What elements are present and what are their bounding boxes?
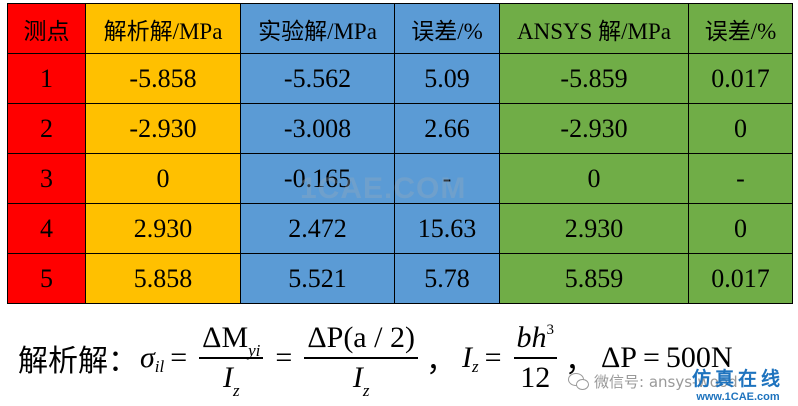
center-watermark: 1CAE.COM bbox=[300, 172, 467, 205]
fraction-load-denominator: I bbox=[352, 361, 363, 394]
fraction-load: ΔP(a / 2) Iz bbox=[304, 321, 418, 400]
cell-error-2: 0 bbox=[688, 103, 793, 154]
sigma-symbol: σ bbox=[140, 341, 155, 374]
fraction-load-denominator-sub: z bbox=[362, 381, 370, 400]
cell-point: 4 bbox=[7, 203, 86, 254]
cell-error-2: 0.017 bbox=[688, 53, 793, 104]
cell-error-2: - bbox=[688, 153, 793, 204]
cell-experimental: 2.472 bbox=[240, 203, 395, 254]
cell-point: 1 bbox=[7, 53, 86, 104]
brand-logo: 仿真在线 www.1CAE.com bbox=[692, 364, 784, 403]
cell-ansys: -2.930 bbox=[499, 103, 689, 154]
cell-error-2: 0.017 bbox=[688, 253, 793, 304]
cell-experimental: -3.008 bbox=[240, 103, 395, 154]
cell-ansys: -5.859 bbox=[499, 53, 689, 104]
cell-error-1: 2.66 bbox=[394, 103, 500, 154]
cell-point: 5 bbox=[7, 253, 86, 304]
cell-error-1: 5.78 bbox=[394, 253, 500, 304]
fraction-moment-numerator: ΔM bbox=[202, 320, 249, 354]
wechat-watermark: 微信号: ansys-wood bbox=[568, 371, 738, 392]
cell-error-1: - bbox=[394, 153, 500, 204]
cell-analytical: 5.858 bbox=[85, 253, 241, 304]
cell-error-1: 5.09 bbox=[394, 53, 500, 104]
header-cell-error-1: 误差/% bbox=[394, 3, 500, 54]
header-cell-error-2: 误差/% bbox=[688, 3, 793, 54]
brand-name-cn: 仿真在线 bbox=[691, 368, 784, 390]
cell-point: 3 bbox=[7, 153, 86, 204]
table-row: 3 0 -0.165 - 0 - bbox=[7, 153, 793, 204]
equals-sign: = bbox=[170, 341, 188, 374]
equals-sign: = bbox=[642, 341, 660, 374]
cell-analytical: -5.858 bbox=[85, 53, 241, 104]
table-header-row: 测点 解析解/MPa 实验解/MPa 误差/% ANSYS 解/MPa 误差/% bbox=[7, 3, 793, 54]
table-row: 1 -5.858 -5.562 5.09 -5.859 0.017 bbox=[7, 53, 793, 104]
brand-url: www.1CAE.com bbox=[696, 391, 780, 403]
cell-ansys: 5.859 bbox=[499, 253, 689, 304]
fraction-moment-denominator-sub: z bbox=[232, 381, 240, 400]
cell-analytical: 0 bbox=[85, 153, 241, 204]
table-row: 4 2.930 2.472 15.63 2.930 0 bbox=[7, 203, 793, 254]
load-value: 500N bbox=[665, 341, 733, 374]
formula-separator: ， bbox=[425, 345, 456, 378]
sigma-subscript: il bbox=[154, 357, 165, 376]
cell-ansys: 2.930 bbox=[499, 203, 689, 254]
fraction-inertia: bh3 12 bbox=[513, 320, 557, 396]
cell-experimental: -5.562 bbox=[240, 53, 395, 104]
table-row: 2 -2.930 -3.008 2.66 -2.930 0 bbox=[7, 103, 793, 154]
inertia-subscript: z bbox=[471, 357, 479, 376]
formula-separator: ， bbox=[565, 345, 595, 378]
header-cell-experimental: 实验解/MPa bbox=[240, 3, 395, 54]
fraction-moment: ΔMyi Iz bbox=[199, 320, 264, 400]
wechat-icon bbox=[568, 372, 590, 391]
fraction-moment-denominator: I bbox=[222, 361, 233, 394]
header-cell-ansys: ANSYS 解/MPa bbox=[499, 3, 689, 54]
cell-error-1: 15.63 bbox=[394, 203, 500, 254]
fraction-inertia-numerator: bh bbox=[516, 320, 547, 354]
equals-sign: = bbox=[275, 341, 293, 374]
equals-sign: = bbox=[484, 341, 502, 374]
cell-ansys: 0 bbox=[499, 153, 689, 204]
wechat-id-text: 微信号: ansys-wood bbox=[594, 373, 738, 391]
fraction-inertia-exponent: 3 bbox=[546, 321, 555, 338]
header-cell-analytical: 解析解/MPa bbox=[85, 3, 241, 54]
cell-analytical: -2.930 bbox=[85, 103, 241, 154]
fraction-moment-numerator-sub: yi bbox=[248, 340, 261, 360]
formula-label: 解析解： bbox=[18, 345, 138, 378]
inertia-symbol: I bbox=[461, 341, 472, 374]
cell-point: 2 bbox=[7, 103, 86, 154]
cell-error-2: 0 bbox=[688, 203, 793, 254]
header-cell-point: 测点 bbox=[7, 3, 86, 54]
results-table: 测点 解析解/MPa 实验解/MPa 误差/% ANSYS 解/MPa 误差/%… bbox=[7, 3, 793, 304]
cell-experimental: 5.521 bbox=[240, 253, 395, 304]
table-row: 5 5.858 5.521 5.78 5.859 0.017 bbox=[7, 253, 793, 304]
fraction-load-numerator: ΔP(a / 2) bbox=[304, 321, 418, 359]
fraction-inertia-denominator: 12 bbox=[520, 361, 551, 394]
load-symbol: ΔP bbox=[601, 341, 637, 374]
cell-analytical: 2.930 bbox=[85, 203, 241, 254]
